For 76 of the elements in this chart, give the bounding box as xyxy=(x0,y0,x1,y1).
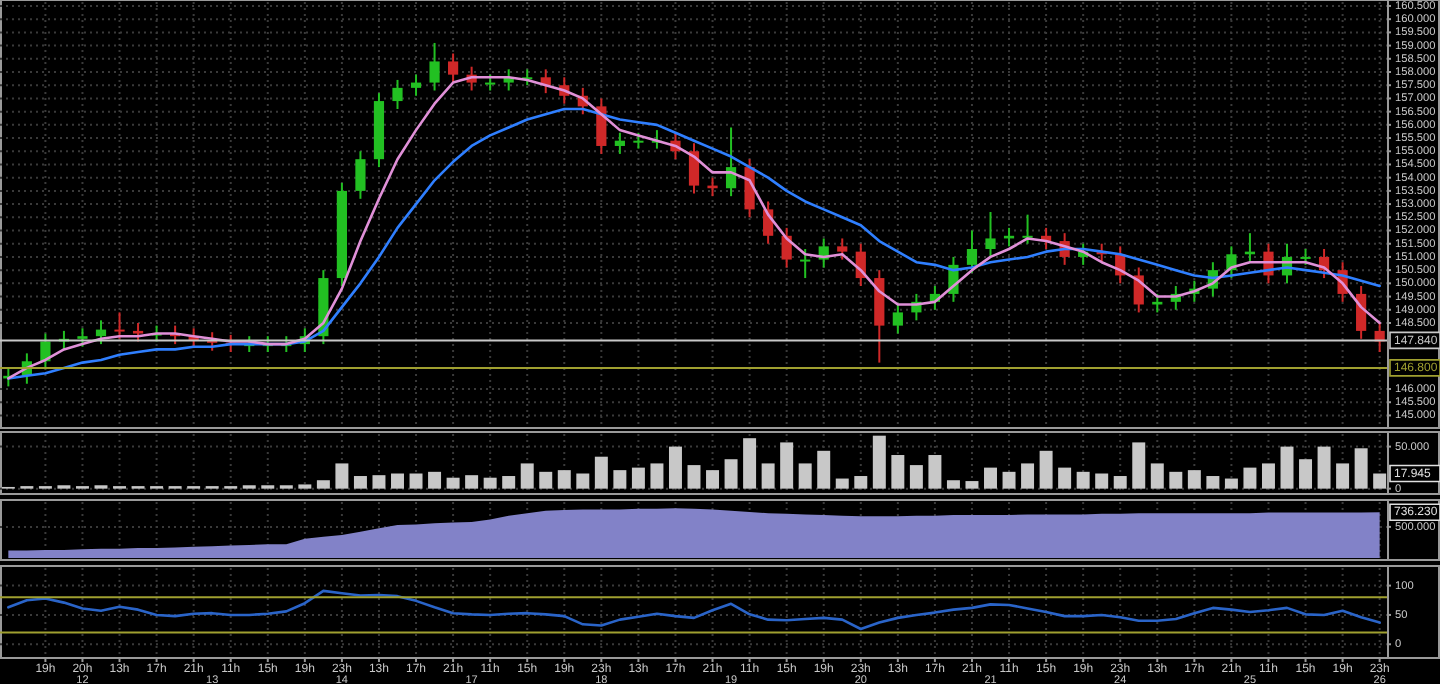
bar xyxy=(1058,467,1072,489)
bar xyxy=(335,463,349,489)
bar xyxy=(502,476,516,489)
bar xyxy=(1150,463,1164,489)
bar xyxy=(1187,470,1201,489)
bar xyxy=(761,463,775,489)
candlestick xyxy=(800,248,811,280)
bar xyxy=(1039,450,1053,489)
bar xyxy=(835,478,849,489)
bar xyxy=(1280,446,1294,489)
bar xyxy=(1373,473,1387,489)
bar xyxy=(446,477,460,489)
bar xyxy=(1095,473,1109,489)
bar xyxy=(1336,463,1350,489)
bar xyxy=(854,476,868,489)
bar xyxy=(428,471,442,489)
bar xyxy=(520,463,534,489)
bar xyxy=(1002,471,1016,489)
candlestick xyxy=(874,269,885,364)
bar xyxy=(1299,459,1313,489)
candlestick xyxy=(114,311,125,340)
bar xyxy=(946,480,960,489)
bar xyxy=(1243,467,1257,489)
bar xyxy=(1021,463,1035,489)
bar xyxy=(1113,476,1127,489)
line-series xyxy=(7,589,1381,631)
candlestick xyxy=(95,319,107,346)
bar xyxy=(668,446,682,489)
bar xyxy=(1317,446,1331,489)
bar xyxy=(1132,442,1146,489)
bar xyxy=(372,475,386,489)
candlestick xyxy=(77,327,88,348)
bar xyxy=(557,470,571,489)
bar xyxy=(391,473,404,489)
candlestick xyxy=(892,303,903,335)
bar xyxy=(353,476,367,489)
bar xyxy=(687,465,701,489)
bar xyxy=(780,442,794,489)
bar xyxy=(631,467,645,489)
bar xyxy=(798,463,812,489)
bar xyxy=(817,450,831,489)
bar xyxy=(650,463,664,489)
candlestick xyxy=(429,41,440,92)
candlestick xyxy=(837,237,848,261)
candlestick xyxy=(448,52,459,84)
bar xyxy=(965,481,979,489)
candlestick xyxy=(1022,213,1033,245)
candlestick xyxy=(410,73,422,97)
candlestick xyxy=(132,321,144,343)
bar xyxy=(928,455,942,489)
bar xyxy=(576,473,590,489)
bar xyxy=(316,480,330,489)
bar xyxy=(743,438,757,489)
candlestick xyxy=(355,150,366,200)
bar xyxy=(594,456,608,489)
candlestick xyxy=(985,211,996,258)
bar xyxy=(409,473,423,489)
bar xyxy=(1169,471,1183,489)
bar xyxy=(891,455,905,489)
bar xyxy=(539,471,553,489)
bar xyxy=(613,470,627,489)
candlestick xyxy=(614,131,625,155)
bar xyxy=(1206,476,1220,489)
candlestick xyxy=(392,78,403,110)
candlestick xyxy=(966,229,978,274)
bar xyxy=(724,459,738,489)
bar xyxy=(1354,448,1368,489)
bar xyxy=(1076,471,1090,489)
bar xyxy=(872,435,886,489)
bar xyxy=(465,475,479,489)
bar xyxy=(706,470,720,489)
bar xyxy=(483,477,497,489)
bar xyxy=(1261,463,1275,489)
bar xyxy=(909,465,923,489)
bar xyxy=(1224,478,1238,489)
bar xyxy=(984,467,997,489)
